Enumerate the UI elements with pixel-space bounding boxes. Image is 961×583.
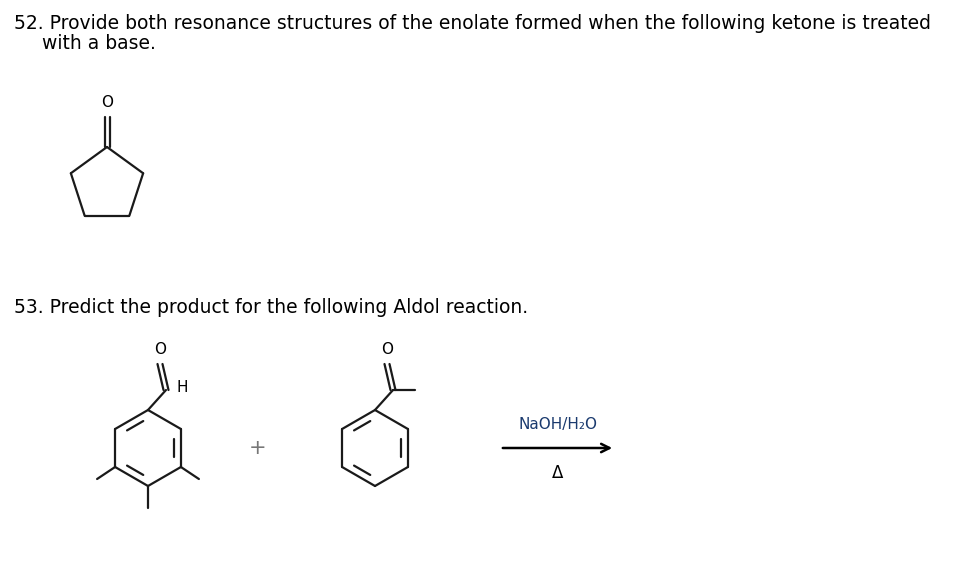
Text: 52. Provide both resonance structures of the enolate formed when the following k: 52. Provide both resonance structures of… <box>14 14 931 33</box>
Text: O: O <box>154 342 166 357</box>
Text: H: H <box>177 381 188 395</box>
Text: NaOH/H₂O: NaOH/H₂O <box>518 417 597 432</box>
Text: with a base.: with a base. <box>42 34 156 53</box>
Text: O: O <box>381 342 393 357</box>
Text: 53. Predict the product for the following Aldol reaction.: 53. Predict the product for the followin… <box>14 298 529 317</box>
Text: +: + <box>249 438 267 458</box>
Text: Δ: Δ <box>552 464 563 482</box>
Text: O: O <box>101 95 113 110</box>
